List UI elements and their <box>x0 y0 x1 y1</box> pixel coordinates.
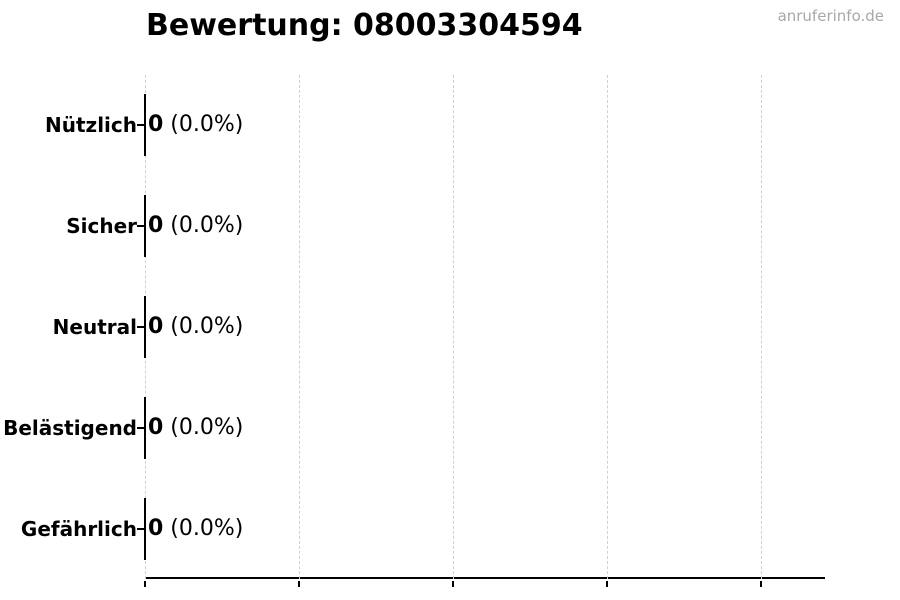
bar-zero-width <box>144 195 146 258</box>
plot-area: Nützlich 0 (0.0%) Sicher 0 (0.0%) Neutra… <box>3 75 825 587</box>
category-label: Nützlich <box>45 113 137 138</box>
category-label: Belästigend <box>3 415 137 440</box>
x-tick <box>606 581 608 587</box>
value-percent: (0.0%) <box>163 314 244 339</box>
value-percent: (0.0%) <box>163 112 244 138</box>
bar-zero-width <box>144 94 146 157</box>
x-tick <box>144 581 146 587</box>
x-tick <box>452 581 454 587</box>
gridline <box>761 75 762 579</box>
value-count: 0 <box>148 213 164 239</box>
value-label: 0 (0.0%) <box>148 110 243 140</box>
value-label: 0 (0.0%) <box>148 312 243 342</box>
value-count: 0 <box>148 314 164 339</box>
y-tick <box>137 124 145 127</box>
gridline <box>299 75 300 579</box>
bar-zero-width <box>144 497 146 560</box>
y-tick <box>137 426 145 429</box>
category-label: Gefährlich <box>20 516 137 541</box>
y-tick <box>137 527 145 530</box>
value-count: 0 <box>148 414 164 440</box>
x-tick <box>298 581 300 587</box>
chart-title: Bewertung: 08003304594 <box>146 8 583 43</box>
x-tick <box>760 581 762 587</box>
gridline <box>607 75 608 579</box>
category-label: Neutral <box>52 315 137 339</box>
value-percent: (0.0%) <box>163 213 244 239</box>
value-label: 0 (0.0%) <box>148 211 243 241</box>
gridline <box>453 75 454 579</box>
value-percent: (0.0%) <box>163 515 244 541</box>
value-count: 0 <box>148 515 164 541</box>
category-label: Sicher <box>66 214 137 239</box>
watermark: anruferinfo.de <box>777 7 884 25</box>
value-count: 0 <box>148 112 164 138</box>
y-tick <box>137 225 145 228</box>
value-label: 0 (0.0%) <box>148 514 243 544</box>
value-percent: (0.0%) <box>163 414 244 440</box>
y-tick <box>137 326 145 328</box>
bar-zero-width <box>144 296 146 358</box>
bar-zero-width <box>144 396 146 459</box>
value-label: 0 (0.0%) <box>148 413 243 443</box>
